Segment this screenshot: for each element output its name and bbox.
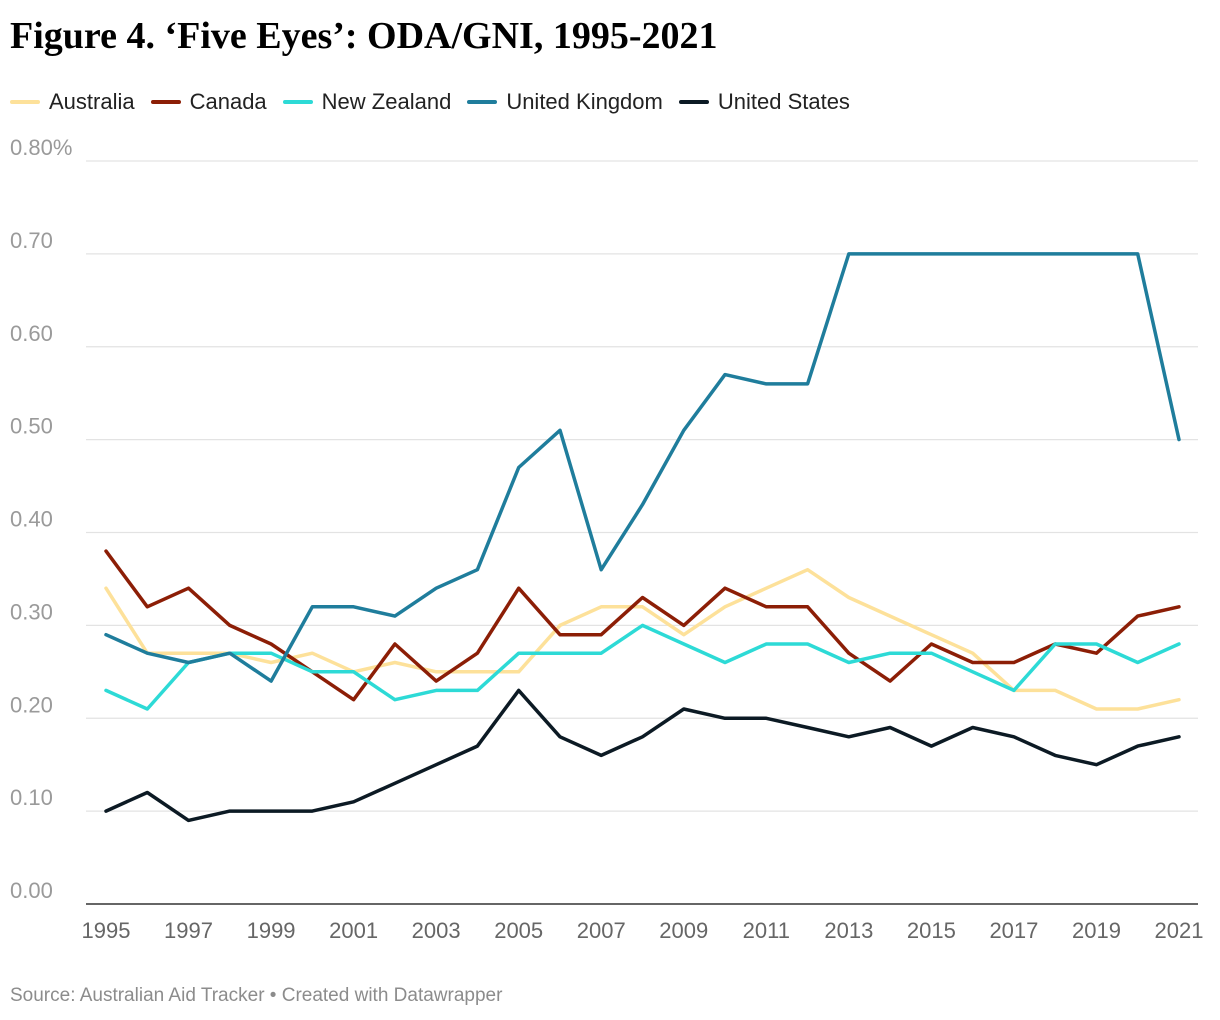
x-tick-label: 2003: [412, 918, 461, 943]
series-line-united-kingdom: [104, 252, 1181, 683]
y-tick-label: 0.40: [10, 507, 53, 532]
chart-legend: Australia Canada New Zealand United Kingdom…: [10, 89, 866, 115]
chart-title: Figure 4. ‘Five Eyes’: ODA/GNI, 1995-202…: [10, 15, 718, 57]
y-tick-label: 0.10: [10, 785, 53, 810]
x-tick-label: 2005: [494, 918, 543, 943]
series-lines: [104, 252, 1181, 823]
source-footer: Source: Australian Aid Tracker • Created…: [10, 985, 503, 1006]
series-line-united-states: [104, 688, 1181, 823]
x-axis-tick-labels: 1995 1997 1999 2001 2003 2005 2007 2009 2011 2013…: [82, 918, 1204, 943]
legend-item: Canada: [150, 89, 267, 115]
x-tick-label: 2009: [659, 918, 708, 943]
x-tick-label: 2011: [743, 918, 790, 943]
x-tick-label: 1999: [247, 918, 296, 943]
legend-swatch: [282, 100, 313, 104]
legend-label: New Zealand: [321, 89, 452, 114]
x-tick-label: 1997: [164, 918, 213, 943]
x-tick-label: 2019: [1072, 918, 1121, 943]
legend-item: United Kingdom: [467, 89, 663, 115]
x-tick-label: 2007: [577, 918, 626, 943]
x-tick-label: 2013: [824, 918, 873, 943]
legend-swatch: [678, 100, 709, 104]
legend-swatch: [150, 100, 181, 104]
y-tick-label: 0.60: [10, 321, 53, 346]
y-tick-label: 0.50: [10, 414, 53, 439]
y-tick-label: 0.20: [10, 692, 53, 717]
y-tick-label: 0.00: [10, 878, 53, 903]
gridlines: [86, 160, 1198, 905]
x-tick-label: 2021: [1155, 918, 1204, 943]
x-tick-label: 1995: [82, 918, 131, 943]
legend-swatch: [10, 100, 40, 104]
y-tick-label: 0.30: [10, 599, 53, 624]
y-axis-tick-labels: 0.00 0.10 0.20 0.30 0.40 0.50 0.60 0.70 0.80%: [10, 135, 72, 903]
legend-swatch: [467, 100, 498, 104]
y-tick-label: 0.80%: [10, 135, 72, 160]
legend-label: Australia: [49, 89, 135, 114]
legend-item: United States: [678, 89, 850, 115]
x-tick-label: 2015: [907, 918, 956, 943]
y-tick-label: 0.70: [10, 228, 53, 253]
legend-label: Canada: [189, 89, 267, 114]
legend-item: New Zealand: [282, 89, 452, 115]
x-tick-label: 2017: [989, 918, 1038, 943]
legend-item: Australia: [10, 89, 135, 115]
series-line-new-zealand: [104, 623, 1181, 711]
legend-label: United Kingdom: [506, 89, 663, 114]
legend-label: United States: [717, 89, 850, 114]
x-tick-label: 2001: [329, 918, 378, 943]
